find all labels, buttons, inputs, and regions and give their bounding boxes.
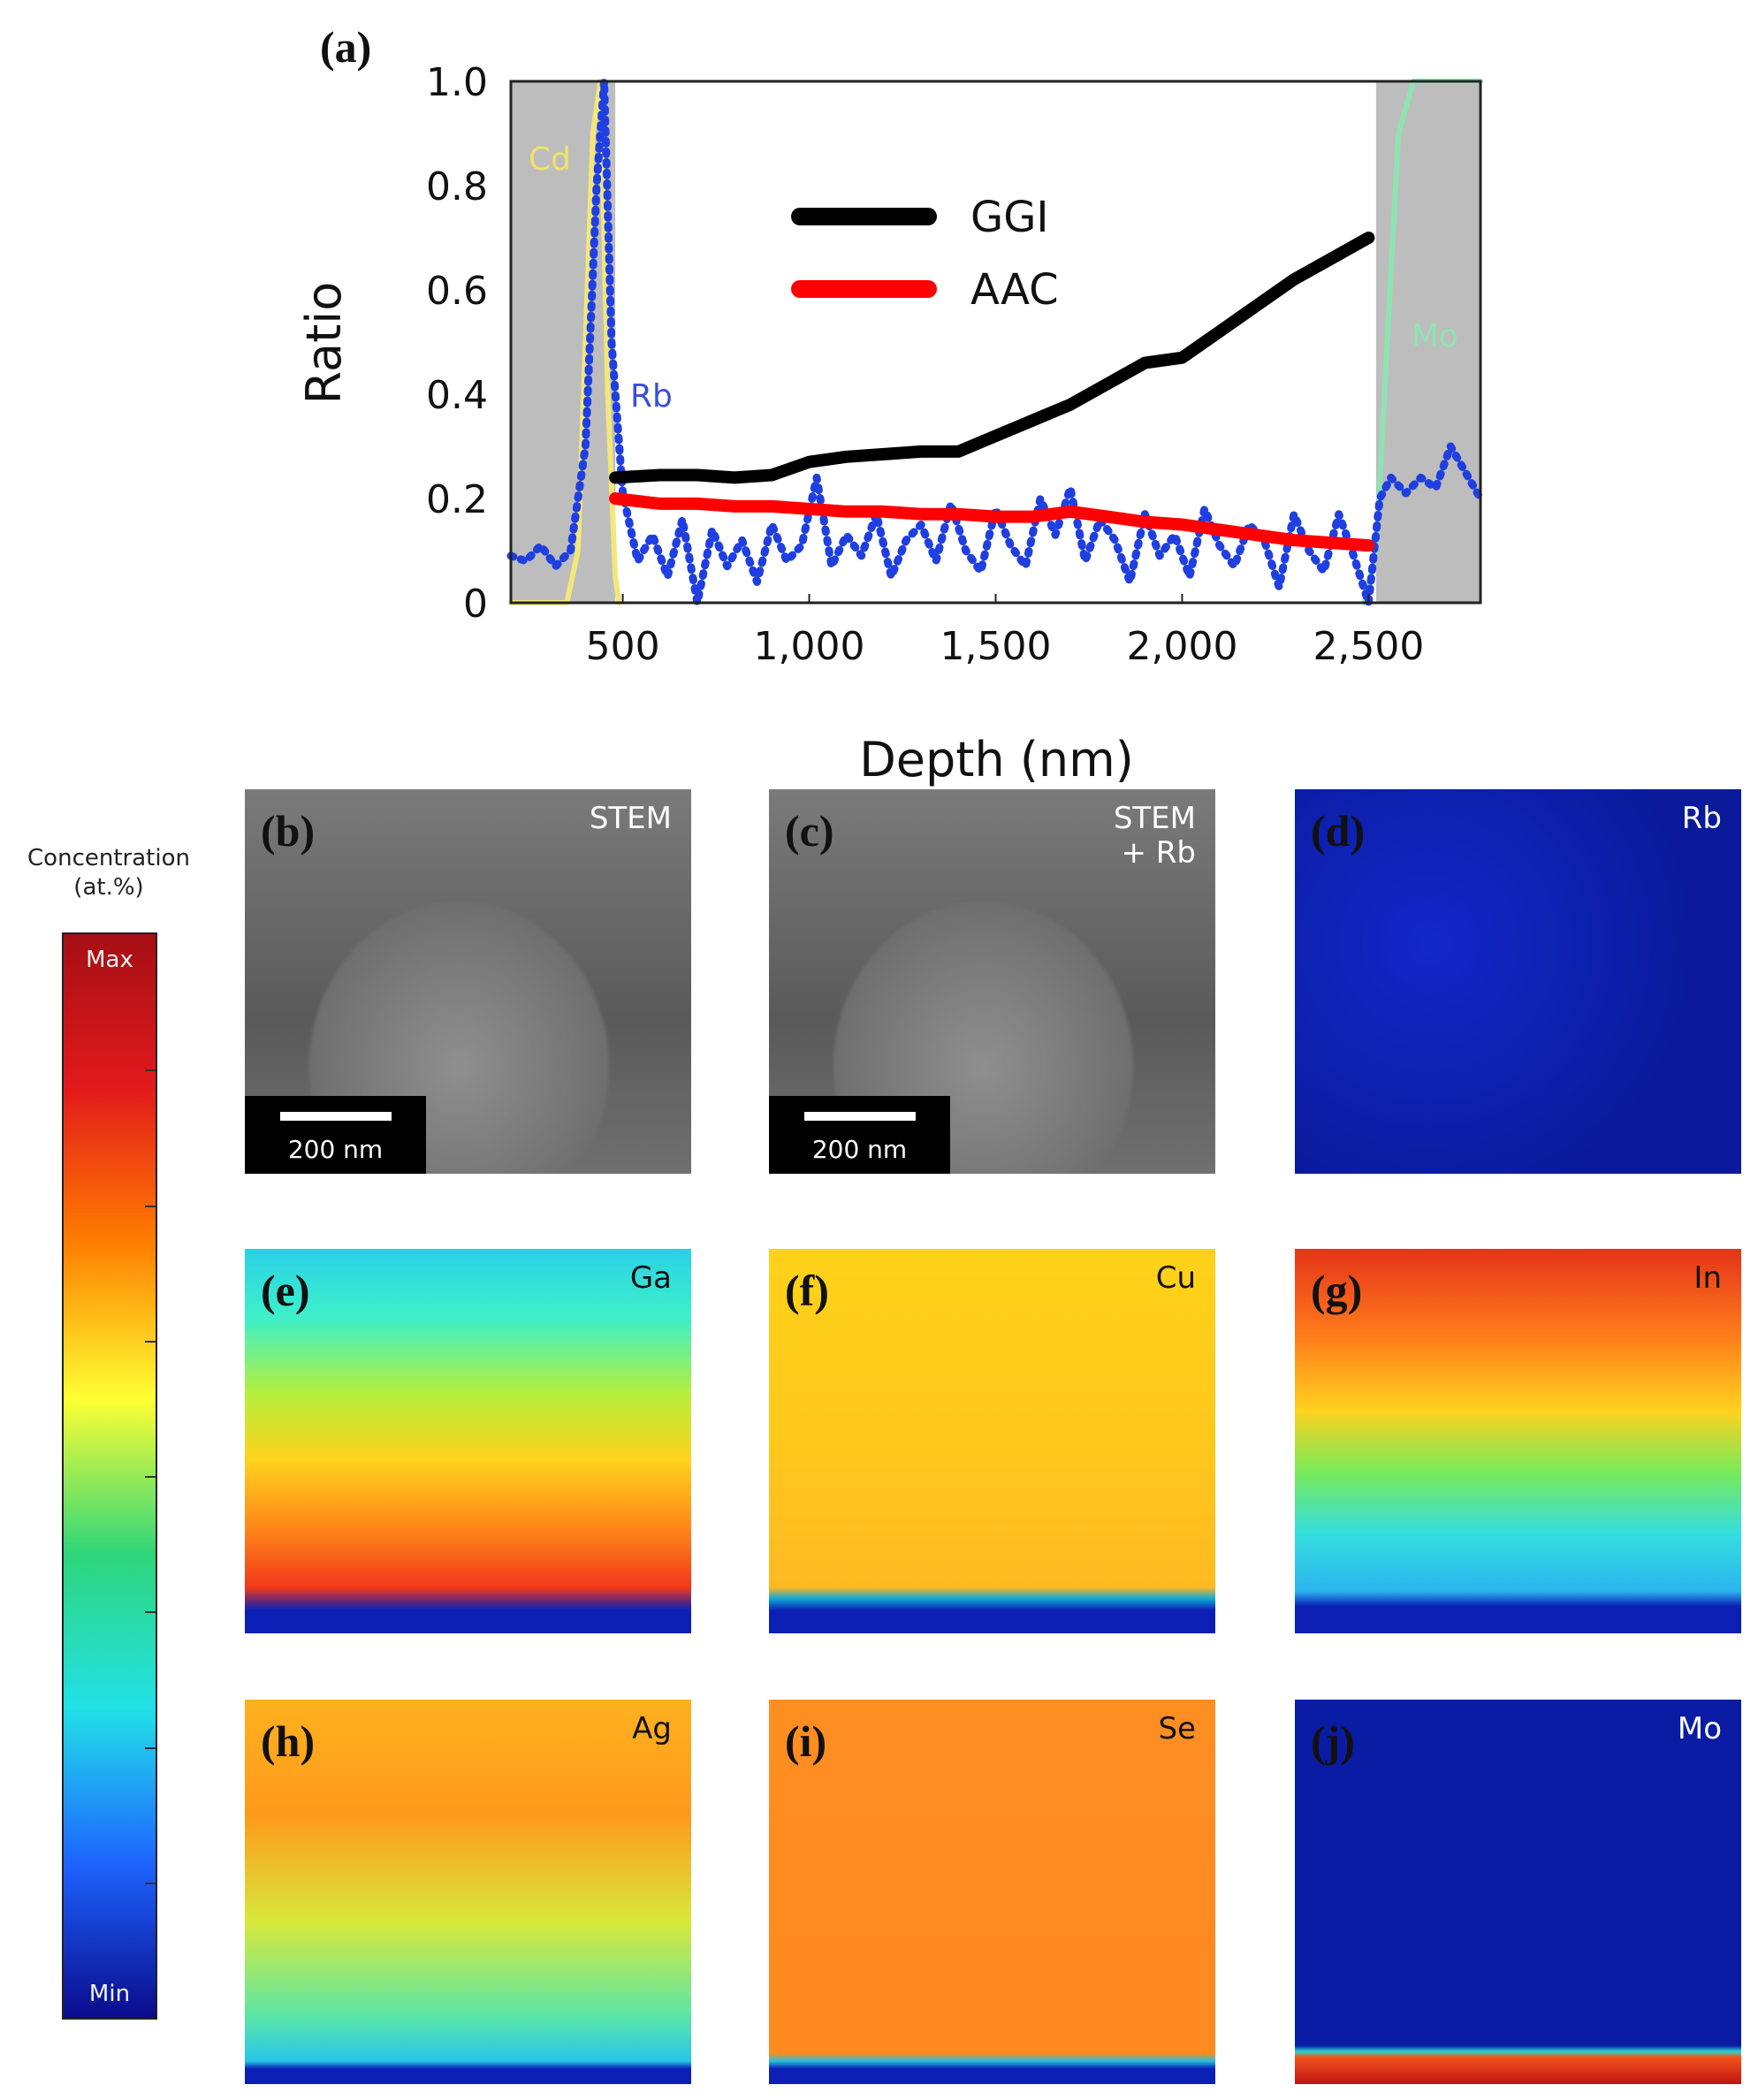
y-tick-label: 0: [463, 582, 488, 627]
y-tick-label: 1.0: [426, 60, 488, 105]
scalebar: 200 nm: [245, 1096, 426, 1174]
scalebar-label: 200 nm: [287, 1135, 384, 1164]
series-label-rb: Rb: [630, 378, 673, 415]
map-element-label: Mo: [1677, 1711, 1722, 1746]
map-element-label: In: [1693, 1260, 1722, 1296]
map-panel-in: (g) In: [1295, 1249, 1741, 1633]
map-element-label: STEM: [589, 801, 672, 836]
colorbar-title-line1: Concentration: [27, 845, 190, 871]
y-tick-label: 0.2: [426, 477, 488, 522]
map-element-label: Ga: [629, 1260, 672, 1296]
series-line-rb: [506, 77, 1485, 607]
map-element-label: STEM + Rb: [1113, 801, 1196, 871]
map-panel-letter: (d): [1311, 806, 1366, 856]
x-axis-label: Depth (nm): [859, 732, 1134, 788]
y-axis-label: Ratio: [296, 282, 352, 405]
legend-label-ggi: GGI: [970, 193, 1049, 242]
legend-label-aac: AAC: [970, 265, 1059, 315]
map-panel-ag: (h) Ag: [245, 1700, 691, 2084]
map-panel-letter: (i): [785, 1716, 827, 1766]
x-tick-label: 1,500: [940, 624, 1052, 669]
map-panel-se: (i) Se: [769, 1700, 1215, 2084]
colorbar-tick: [145, 1340, 156, 1343]
colorbar-tick: [145, 1746, 156, 1749]
colorbar-min-label: Min: [88, 1981, 131, 2007]
colorbar-title-line2: (at.%): [73, 873, 144, 901]
map-panel-rb: (d) Rb: [1295, 789, 1741, 1174]
series-line-ggi: [609, 232, 1375, 484]
x-tick-label: 2,000: [1126, 624, 1237, 669]
scalebar-line: [804, 1112, 916, 1121]
x-tick-label: 500: [586, 624, 660, 669]
shaded-region-mo: [1375, 81, 1480, 603]
colorbar-tick: [145, 1611, 156, 1614]
scalebar-line: [280, 1112, 392, 1121]
colorbar-max-label: Max: [86, 947, 133, 973]
map-element-label: Ag: [632, 1711, 672, 1746]
depth-profile-chart: Cd Mo Rb 500 1,000 1,500 2,000 2,500 0 0.2 0.4 0.6 0…: [296, 60, 1485, 788]
map-panel-ga: (e) Ga: [245, 1249, 691, 1633]
map-panel-stem-rb: (c) STEM + Rb 200 nm: [769, 789, 1215, 1174]
x-tick-label: 2,500: [1313, 624, 1424, 669]
y-tick-label: 0.8: [426, 164, 488, 209]
colorbar-tick: [145, 1205, 156, 1207]
colorbar-tick: [145, 1069, 156, 1072]
scalebar: 200 nm: [769, 1096, 950, 1174]
map-panel-letter: (j): [1311, 1716, 1355, 1766]
map-element-label: Rb: [1681, 801, 1722, 836]
map-element-label: Cu: [1155, 1260, 1196, 1296]
map-panel-letter: (g): [1311, 1266, 1363, 1315]
colorbar-tick: [145, 1476, 156, 1478]
panel-a-label: (a): [320, 22, 372, 72]
map-panel-letter: (c): [785, 806, 834, 856]
colorbar-title: Concentration (at.%): [16, 844, 202, 902]
series-line-cd: [508, 79, 622, 605]
map-panel-stem: (b) STEM 200 nm: [245, 789, 691, 1174]
y-tick-label: 0.6: [426, 269, 488, 314]
map-panel-letter: (f): [785, 1266, 829, 1315]
concentration-colorbar: Max Min: [62, 932, 157, 2020]
region-label-cd: Cd: [529, 141, 571, 178]
series-line-aac: [609, 492, 1375, 552]
map-panel-letter: (b): [261, 806, 316, 856]
map-panel-cu: (f) Cu: [769, 1249, 1215, 1633]
colorbar-tick: [145, 1882, 156, 1884]
region-label-mo: Mo: [1412, 318, 1458, 354]
map-element-label: Se: [1158, 1711, 1197, 1746]
map-panel-letter: (e): [261, 1266, 310, 1315]
x-tick-label: 1,000: [754, 624, 865, 669]
map-panel-letter: (h): [261, 1716, 316, 1766]
map-panel-mo: (j) Mo: [1295, 1700, 1741, 2084]
scalebar-label: 200 nm: [811, 1135, 908, 1164]
y-tick-label: 0.4: [426, 373, 488, 418]
